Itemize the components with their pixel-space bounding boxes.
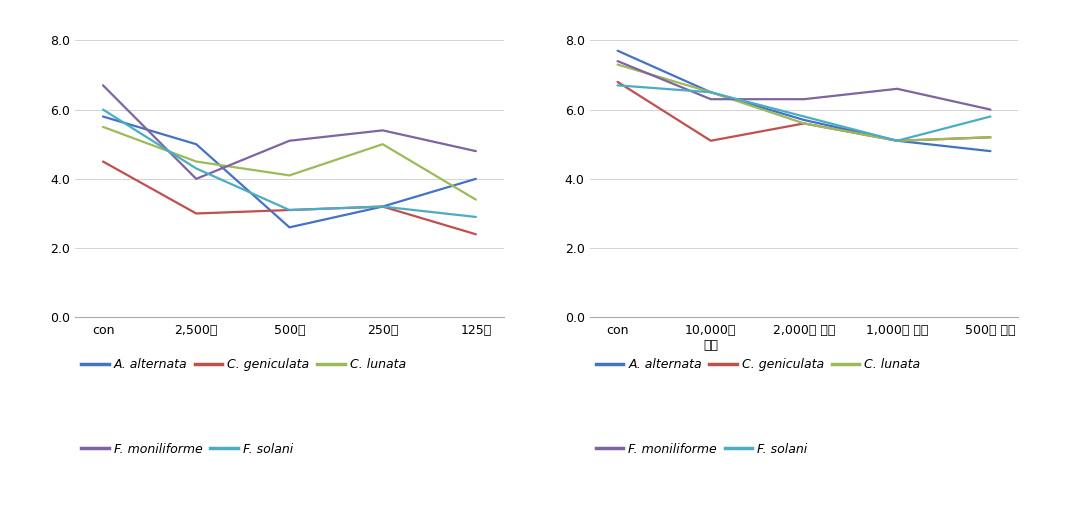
Legend: F. moniliforme, F. solani: F. moniliforme, F. solani: [596, 443, 807, 455]
Legend: F. moniliforme, F. solani: F. moniliforme, F. solani: [81, 443, 293, 455]
